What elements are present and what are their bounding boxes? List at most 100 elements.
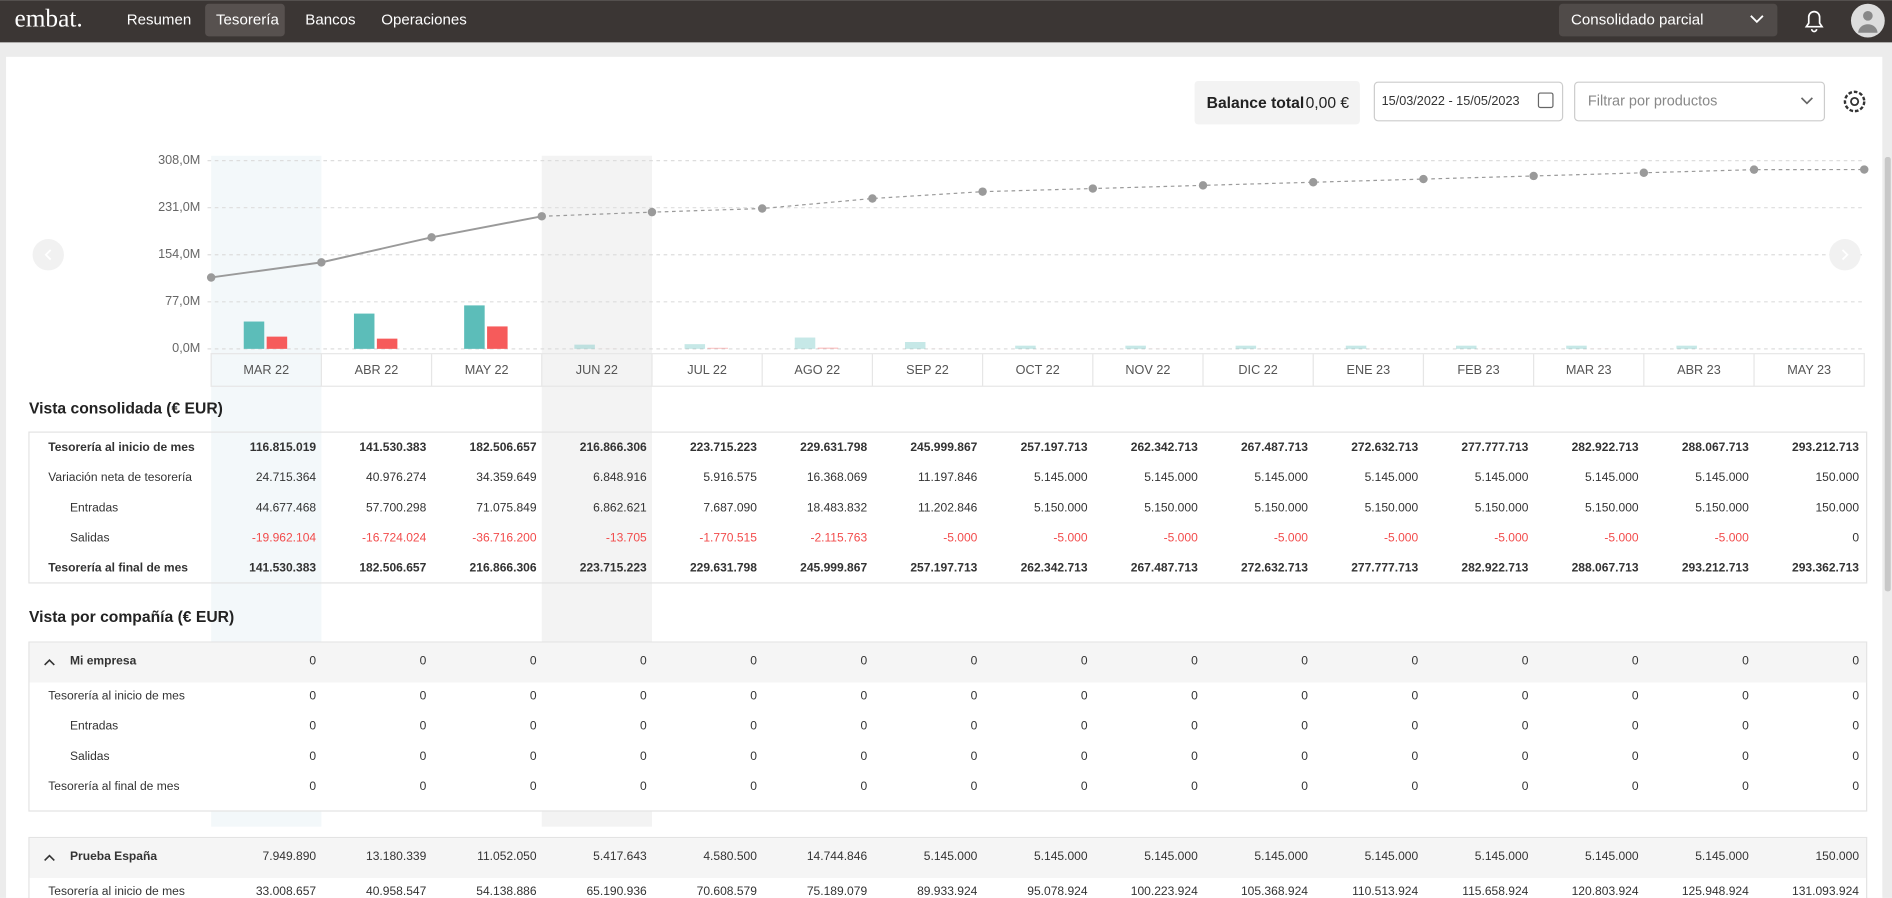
line-point	[647, 207, 657, 217]
cell: 0	[1632, 779, 1639, 793]
next-arrow	[1841, 249, 1849, 261]
x-tick-label: MAR 23	[1566, 363, 1612, 377]
cell: 0	[420, 719, 427, 733]
scope-label: Consolidado parcial	[1571, 12, 1703, 29]
cell: 100.223.924	[1131, 884, 1198, 898]
nav-item[interactable]: Tesorería	[216, 12, 279, 29]
cell: 5.150.000	[1475, 500, 1529, 514]
bar	[353, 313, 375, 349]
nav-item[interactable]: Resumen	[127, 12, 192, 29]
cell: 0	[530, 719, 537, 733]
x-tick-label: AGO 22	[794, 363, 840, 377]
row-label: Entradas	[70, 500, 118, 514]
cell: 150.000	[1815, 500, 1859, 514]
cell: 0	[1632, 749, 1639, 763]
cell: 5.145.000	[1144, 470, 1198, 484]
cell: 5.150.000	[1585, 500, 1639, 514]
cell: 0	[1632, 654, 1639, 668]
nav-item[interactable]: Bancos	[305, 12, 355, 29]
row-label: Tesorería al final de mes	[48, 779, 179, 793]
table-box	[28, 431, 1868, 584]
cell: 0	[971, 689, 978, 703]
cell: 0	[1522, 749, 1529, 763]
cell: 5.145.000	[1585, 470, 1639, 484]
cell: 262.342.713	[1131, 440, 1198, 454]
cell: 0	[1081, 654, 1088, 668]
cell: 40.958.547	[366, 884, 427, 898]
bar	[376, 338, 398, 349]
cell: 0	[1411, 654, 1418, 668]
cell: 0	[1522, 689, 1529, 703]
cell: 293.212.713	[1682, 561, 1749, 575]
cell: 0	[860, 654, 867, 668]
cell: 5.145.000	[1365, 470, 1419, 484]
cell: 0	[640, 654, 647, 668]
cell: 7.949.890	[263, 849, 317, 863]
cell: 223.715.223	[690, 440, 757, 454]
y-tick-label: 77,0M	[165, 294, 200, 308]
cell: 0	[640, 719, 647, 733]
cell: 0	[309, 779, 316, 793]
bar	[904, 342, 926, 349]
cell: -19.962.104	[252, 530, 317, 544]
section-title: Vista consolidada (€ EUR)	[29, 400, 223, 417]
filter-select[interactable]	[1574, 81, 1826, 122]
cell: 0	[530, 689, 537, 703]
nav-item[interactable]: Operaciones	[381, 12, 466, 29]
date-input[interactable]	[1373, 81, 1564, 122]
chevron	[1800, 97, 1813, 105]
balance-label: Balance total	[1207, 95, 1305, 112]
x-tick-label: DIC 22	[1238, 363, 1277, 377]
cell: 120.803.924	[1572, 884, 1639, 898]
row-label: Tesorería al inicio de mes	[48, 884, 185, 898]
cell: -5.000	[1604, 530, 1638, 544]
next-button[interactable]	[1829, 239, 1861, 271]
cell: 89.933.924	[917, 884, 978, 898]
bell-icon[interactable]	[1804, 10, 1824, 33]
x-tick-label: JUL 22	[687, 363, 727, 377]
cell: 11.202.846	[918, 500, 978, 514]
x-tick-label: MAY 22	[465, 363, 509, 377]
cell: 40.976.274	[366, 470, 427, 484]
cell: 16.368.069	[807, 470, 868, 484]
cell: 5.145.000	[1034, 470, 1088, 484]
cell: 7.687.090	[703, 500, 757, 514]
cell: 288.067.713	[1572, 561, 1639, 575]
scope-select[interactable]	[1558, 3, 1778, 37]
cell: 141.530.383	[359, 440, 426, 454]
cell: 0	[1301, 749, 1308, 763]
cell: 6.848.916	[593, 470, 647, 484]
settings-core	[1850, 96, 1860, 107]
cell: 0	[1852, 530, 1859, 544]
cell: 245.999.867	[800, 561, 867, 575]
cell: 0	[1191, 749, 1198, 763]
collapse-icon	[44, 659, 55, 666]
cell: 277.777.713	[1461, 440, 1528, 454]
cell: 0	[750, 749, 757, 763]
line-point	[757, 204, 767, 213]
cell: 0	[640, 779, 647, 793]
cell: 0	[750, 654, 757, 668]
prev-button[interactable]	[32, 239, 64, 271]
cell: 0	[1081, 749, 1088, 763]
cell: 229.631.798	[800, 440, 867, 454]
cell: 293.362.713	[1792, 561, 1859, 575]
bar	[243, 321, 265, 349]
line-point	[1639, 168, 1649, 177]
cell: 115.658.924	[1462, 884, 1528, 898]
section-title: Vista por compañía (€ EUR)	[29, 609, 234, 626]
cell: 5.150.000	[1034, 500, 1088, 514]
line-point	[1860, 165, 1869, 174]
cell: 216.866.306	[470, 561, 537, 575]
cell: 5.916.575	[703, 470, 757, 484]
bar	[487, 326, 508, 349]
line-point	[1529, 171, 1538, 181]
cell: -16.724.024	[362, 530, 427, 544]
cell: 0	[1081, 719, 1088, 733]
line-point	[868, 194, 877, 203]
settings-icon[interactable]	[1843, 90, 1866, 113]
company-header[interactable]	[29, 642, 1867, 683]
cell: 0	[860, 689, 867, 703]
cell: 0	[1522, 779, 1529, 793]
company-header[interactable]	[29, 838, 1867, 878]
